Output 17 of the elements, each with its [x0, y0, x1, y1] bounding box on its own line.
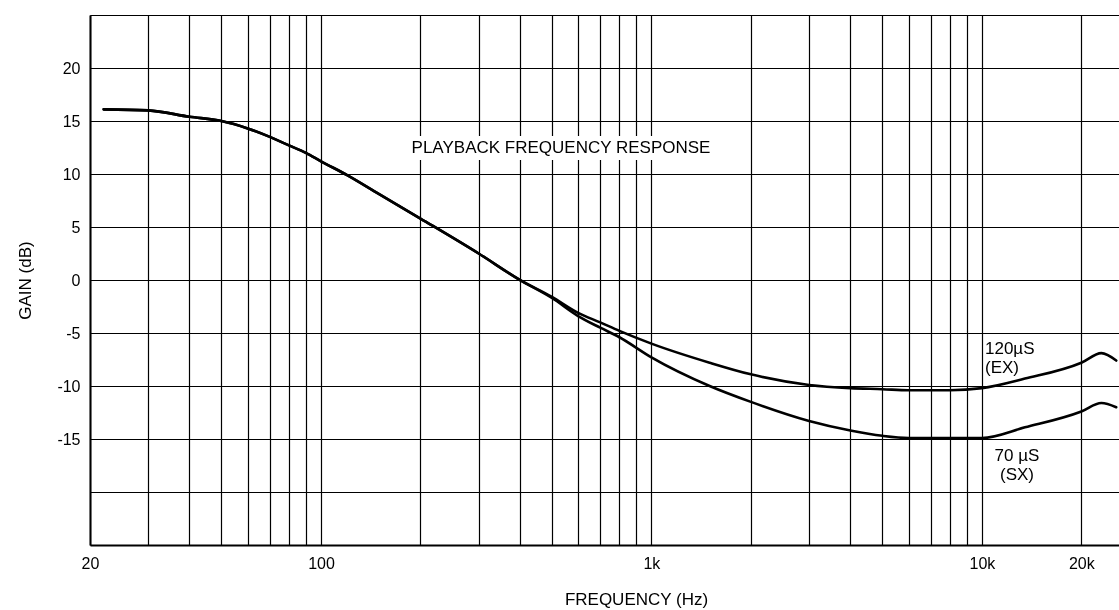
y-tick-label: 5 [71, 218, 81, 236]
x-tick-label: 20k [1068, 554, 1096, 572]
x-tick-label: 10k [969, 554, 997, 572]
text: PLAYBACK FREQUENCY RESPONSE [411, 138, 711, 157]
series-label: 120µS (EX) [985, 339, 1035, 377]
series-label: 70 µS (SX) [994, 446, 1040, 484]
y-tick-label: -5 [66, 324, 81, 342]
y-tick-label: -15 [57, 430, 81, 448]
x-tick-label: 100 [308, 554, 335, 572]
y-tick-label: 15 [62, 112, 81, 130]
y-tick-label: 20 [62, 59, 81, 77]
y-tick-label: 0 [71, 271, 81, 289]
x-tick-label: 1k [643, 554, 662, 572]
y-tick-label: -10 [57, 377, 81, 395]
y-tick-label: 10 [62, 165, 81, 183]
y-axis-title: GAIN (dB) [15, 241, 35, 320]
x-axis-title: FREQUENCY (Hz) [564, 589, 709, 609]
